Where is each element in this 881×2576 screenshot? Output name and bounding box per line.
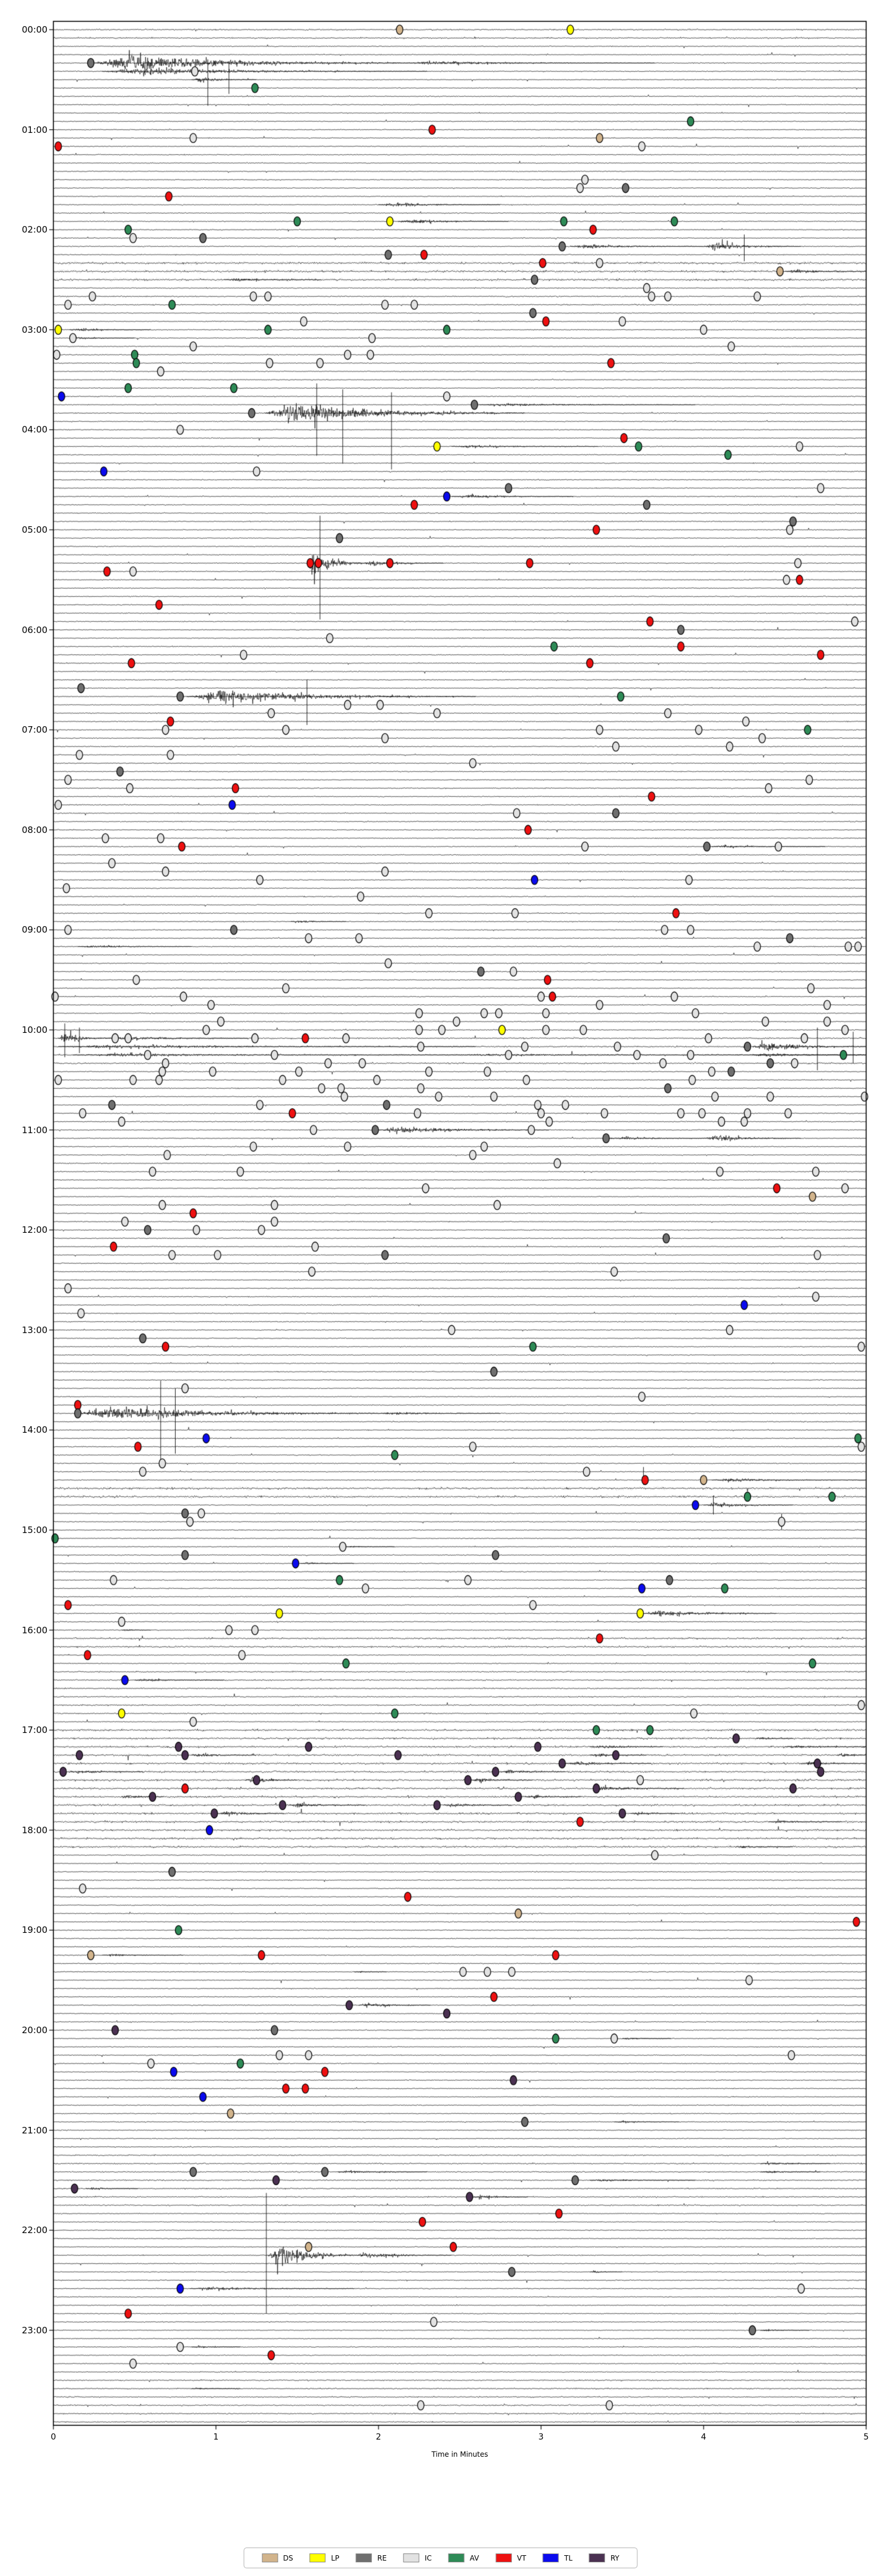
legend-swatch-AV	[448, 2553, 465, 2562]
legend-label: RY	[610, 2553, 619, 2562]
hour-label: 13:00	[21, 1324, 47, 1335]
x-tick-label: 2	[376, 2432, 381, 2442]
hour-label: 12:00	[21, 1225, 47, 1236]
hour-label: 23:00	[21, 2324, 47, 2336]
legend-label: VT	[517, 2553, 526, 2562]
hour-label: 06:00	[21, 624, 47, 635]
hour-label: 00:00	[21, 24, 47, 35]
legend-item-IC: IC	[403, 2553, 432, 2562]
hour-label: 02:00	[21, 224, 47, 236]
legend-swatch-IC	[403, 2553, 419, 2562]
legend-swatch-TL	[542, 2553, 559, 2562]
hour-label: 01:00	[21, 124, 47, 135]
hour-label: 09:00	[21, 924, 47, 936]
hour-label: 18:00	[21, 1824, 47, 1836]
x-tick-label: 1	[213, 2432, 219, 2442]
x-tick-label: 4	[701, 2432, 707, 2442]
hour-label: 20:00	[21, 2025, 47, 2036]
legend-item-AV: AV	[448, 2553, 479, 2562]
legend-swatch-LP	[309, 2553, 326, 2562]
hour-label: 21:00	[21, 2125, 47, 2136]
hour-label: 03:00	[21, 324, 47, 335]
legend-item-DS: DS	[262, 2553, 293, 2562]
hour-label: 11:00	[21, 1124, 47, 1136]
hour-label: 14:00	[21, 1424, 47, 1436]
legend-item-VT: VT	[495, 2553, 526, 2562]
legend-item-RE: RE	[355, 2553, 387, 2562]
legend-swatch-RY	[589, 2553, 605, 2562]
legend-label: TL	[564, 2553, 573, 2562]
hour-label: 15:00	[21, 1525, 47, 1535]
hour-label: 07:00	[21, 724, 47, 736]
legend-label: DS	[283, 2553, 293, 2562]
legend-item-LP: LP	[309, 2553, 339, 2562]
hour-label: 22:00	[21, 2225, 47, 2236]
legend-swatch-VT	[495, 2553, 512, 2562]
hour-label: 17:00	[21, 1725, 47, 1736]
hour-label: 05:00	[21, 524, 47, 535]
legend-item-TL: TL	[542, 2553, 573, 2562]
hour-label: 16:00	[21, 1624, 47, 1636]
hour-label: 19:00	[21, 1925, 47, 1936]
legend-item-RY: RY	[589, 2553, 619, 2562]
x-tick-label: 0	[50, 2432, 56, 2442]
hour-label: 10:00	[21, 1025, 47, 1035]
legend-label: LP	[330, 2553, 339, 2562]
x-tick-label: 3	[538, 2432, 544, 2442]
x-tick-label: 5	[863, 2432, 869, 2442]
hour-label: 08:00	[21, 824, 47, 835]
legend: DS LP RE IC AV VT TL RY	[243, 2548, 638, 2568]
legend-label: IC	[424, 2553, 432, 2562]
legend-swatch-DS	[262, 2553, 278, 2562]
hour-label: 04:00	[21, 424, 47, 435]
legend-label: RE	[377, 2553, 387, 2562]
x-axis-label: Time in Minutes	[431, 2450, 488, 2459]
legend-swatch-RE	[355, 2553, 372, 2562]
legend-label: AV	[469, 2553, 479, 2562]
